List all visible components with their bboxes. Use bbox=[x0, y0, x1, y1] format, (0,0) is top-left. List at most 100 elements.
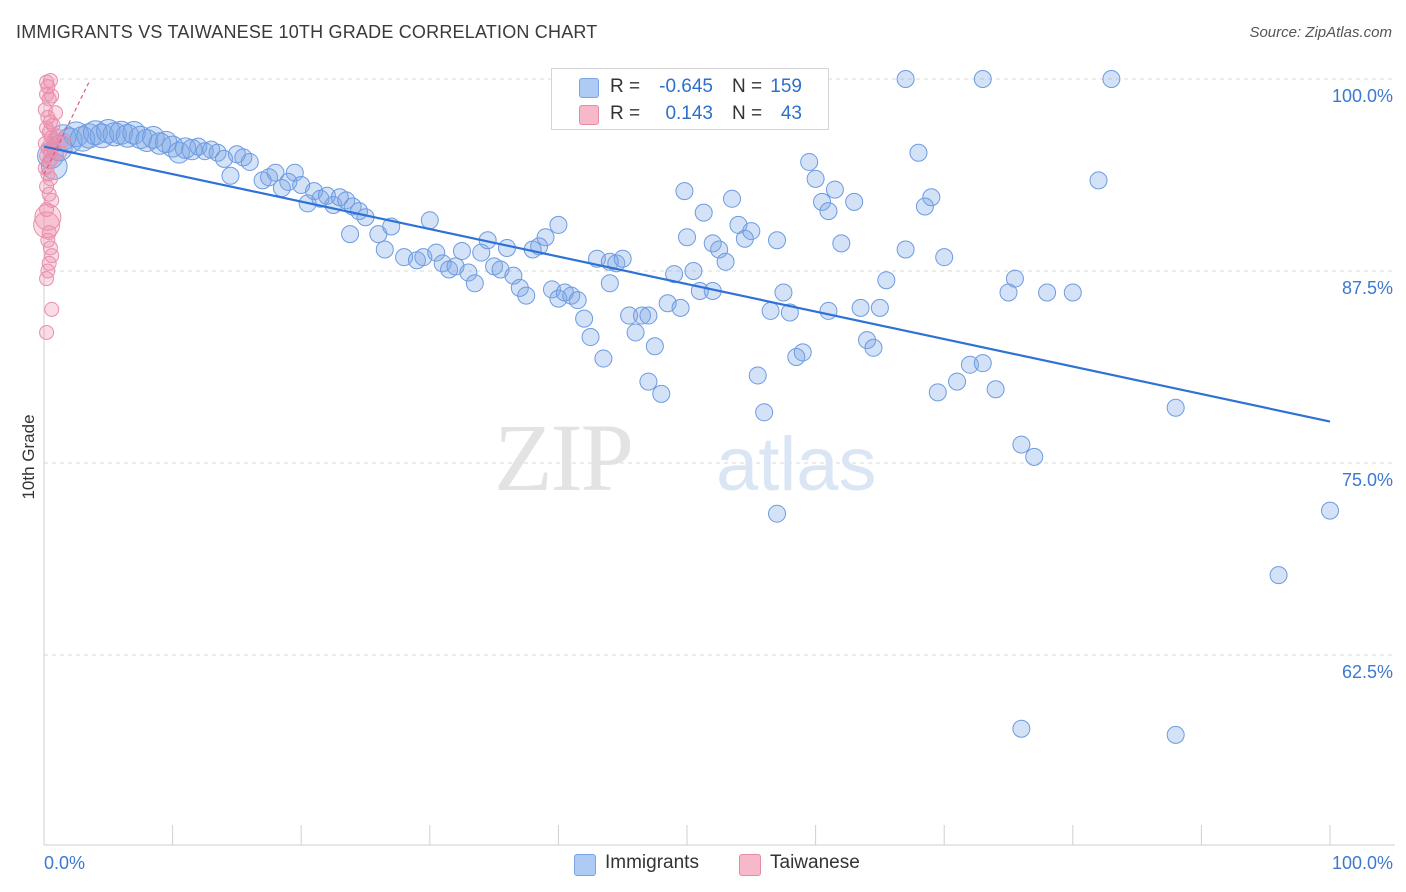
immigrants-point bbox=[973, 354, 992, 373]
immigrants-point bbox=[221, 166, 240, 185]
immigrants-point bbox=[787, 348, 806, 367]
immigrants-point bbox=[626, 323, 645, 342]
legend-n-label: N = bbox=[732, 76, 763, 97]
immigrants-point bbox=[594, 349, 613, 368]
taiwanese-point bbox=[40, 109, 56, 125]
x-tick-label: 0.0% bbox=[44, 853, 85, 873]
immigrants-point bbox=[935, 248, 954, 267]
immigrants-point bbox=[665, 265, 684, 284]
legend-r-label: R = bbox=[610, 76, 641, 97]
immigrants-point bbox=[973, 70, 992, 88]
immigrants-point bbox=[427, 243, 446, 262]
y-tick-label: 87.5% bbox=[1342, 278, 1393, 298]
immigrants-point bbox=[1166, 398, 1185, 417]
immigrants-point bbox=[1012, 435, 1031, 454]
immigrants-point bbox=[645, 337, 664, 356]
immigrants-point bbox=[639, 372, 658, 391]
immigrants-point bbox=[1321, 501, 1339, 520]
immigrants-point bbox=[562, 286, 581, 305]
immigrants-point bbox=[234, 148, 253, 167]
immigrants-point bbox=[684, 262, 703, 280]
immigrants-point bbox=[141, 125, 165, 149]
taiwanese-point bbox=[39, 120, 55, 136]
trend-lines bbox=[43, 81, 1331, 423]
immigrants-point bbox=[536, 228, 555, 247]
immigrants-point bbox=[768, 231, 787, 250]
legend-label-taiwanese: Taiwanese bbox=[770, 852, 860, 873]
watermark-zip: ZIP bbox=[494, 404, 632, 511]
immigrants-point bbox=[735, 229, 754, 248]
taiwanese-point bbox=[44, 301, 60, 317]
immigrants-point bbox=[620, 306, 639, 325]
legend-row-taiwanese: R = 0.143 N = 43 bbox=[552, 101, 828, 127]
immigrants-point bbox=[694, 203, 713, 222]
immigrants-point bbox=[76, 123, 102, 149]
tick-labels: 62.5% 75.0% 87.5% 100.0% 0.0% 100.0% bbox=[44, 86, 1393, 873]
immigrants-point bbox=[864, 338, 883, 357]
y-tick-label: 75.0% bbox=[1342, 470, 1393, 490]
legend-r-value: 0.143 bbox=[665, 103, 713, 124]
taiwanese-point bbox=[42, 73, 58, 89]
immigrants-point bbox=[1089, 171, 1108, 190]
immigrants-point bbox=[858, 331, 877, 350]
immigrants-point bbox=[845, 192, 864, 211]
immigrants-point bbox=[851, 298, 870, 317]
immigrants-point bbox=[128, 125, 153, 149]
immigrants-point bbox=[135, 128, 159, 152]
legend-n-value: 159 bbox=[770, 76, 802, 97]
immigrants-point bbox=[800, 152, 819, 171]
immigrants-point bbox=[600, 274, 619, 293]
immigrants-point bbox=[82, 120, 108, 146]
immigrants-point bbox=[89, 123, 115, 149]
immigrants-point bbox=[870, 298, 889, 317]
immigrants-point bbox=[877, 271, 896, 290]
legend-swatch-taiwanese bbox=[579, 105, 599, 125]
immigrants-point bbox=[465, 274, 484, 293]
immigrants-trend-line bbox=[43, 145, 1331, 423]
immigrants-point bbox=[780, 303, 799, 322]
immigrants-point bbox=[517, 286, 536, 305]
watermark: ZIP atlas bbox=[494, 404, 877, 511]
immigrants-point bbox=[652, 384, 671, 403]
immigrants-point bbox=[317, 186, 336, 205]
taiwanese-point bbox=[42, 171, 58, 187]
taiwanese-point bbox=[39, 324, 55, 340]
immigrants-point bbox=[581, 328, 600, 347]
immigrants-point bbox=[122, 121, 146, 145]
immigrants-point bbox=[819, 301, 838, 320]
taiwanese-point bbox=[39, 86, 55, 102]
immigrants-point bbox=[240, 152, 259, 171]
immigrants-point bbox=[755, 403, 774, 422]
y-axis-label: 10th Grade bbox=[19, 414, 38, 499]
immigrants-point bbox=[806, 169, 825, 188]
x-tick-label: 100.0% bbox=[1332, 853, 1393, 873]
immigrants-point bbox=[1063, 283, 1082, 302]
immigrants-point bbox=[671, 298, 690, 317]
immigrants-point bbox=[1005, 269, 1024, 288]
immigrants-point bbox=[716, 252, 735, 271]
taiwanese-point bbox=[34, 203, 62, 231]
immigrants-point bbox=[813, 192, 832, 211]
immigrants-point bbox=[909, 143, 928, 162]
correlation-legend: R = -0.645 N = 159 R = 0.143 N = 43 bbox=[551, 68, 829, 130]
immigrants-point bbox=[96, 118, 121, 144]
immigrants-point bbox=[568, 291, 587, 310]
immigrants-point bbox=[761, 301, 780, 320]
taiwanese-point bbox=[41, 255, 57, 271]
immigrants-point bbox=[723, 189, 742, 208]
immigrants-point bbox=[452, 242, 471, 261]
immigrants-point bbox=[510, 278, 529, 297]
taiwanese-point bbox=[40, 263, 56, 279]
legend-swatch-immigrants bbox=[574, 854, 596, 876]
y-tick-label: 100.0% bbox=[1332, 86, 1393, 106]
immigrants-point bbox=[1012, 719, 1031, 738]
legend-r-value: -0.645 bbox=[659, 76, 713, 97]
taiwanese-point bbox=[39, 271, 55, 287]
immigrants-point bbox=[748, 366, 767, 385]
legend-row-immigrants: R = -0.645 N = 159 bbox=[552, 74, 828, 100]
immigrants-point bbox=[819, 202, 838, 221]
taiwanese-points bbox=[33, 73, 71, 340]
taiwanese-point bbox=[48, 105, 64, 121]
immigrants-point bbox=[1166, 725, 1185, 744]
immigrants-point bbox=[1038, 283, 1057, 302]
